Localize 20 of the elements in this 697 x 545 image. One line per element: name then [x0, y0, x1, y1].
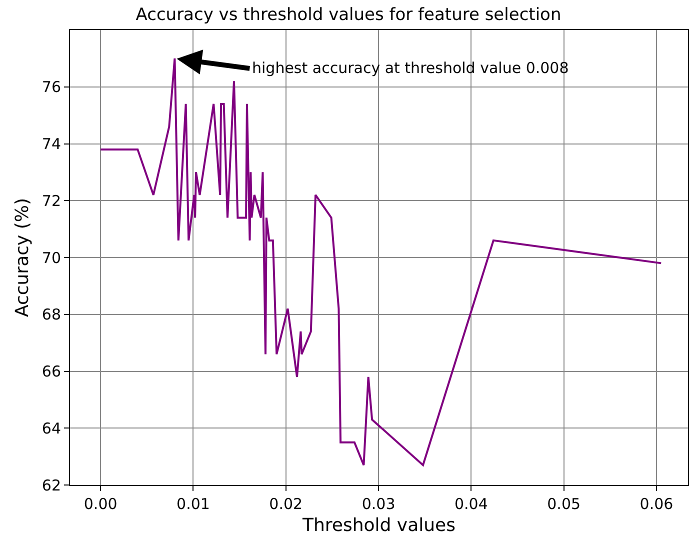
- x-tick-label: 0.04: [454, 495, 488, 513]
- y-tick-label: 68: [42, 306, 61, 324]
- line-series: [100, 57, 662, 466]
- x-axis-title: Threshold values: [302, 515, 456, 536]
- y-axis-title: Accuracy (%): [12, 198, 34, 318]
- x-tick-label: 0.03: [362, 495, 396, 513]
- annotation: highest accuracy at threshold value 0.008: [252, 59, 569, 77]
- x-tick-label: 0.05: [547, 495, 581, 513]
- y-tick-label: 64: [42, 419, 61, 438]
- x-tick-label: 0.01: [176, 495, 210, 513]
- chart-title: Accuracy vs threshold values for feature selection: [136, 5, 562, 26]
- y-tick-label: 62: [42, 476, 61, 494]
- x-tick-label: 0.02: [269, 495, 303, 513]
- y-tick-label: 66: [42, 362, 61, 380]
- x-tick-label: 0.06: [640, 495, 674, 513]
- y-tick-label: 74: [42, 135, 61, 153]
- y-tick-label: 76: [42, 78, 61, 96]
- y-tick-label: 72: [42, 192, 61, 210]
- y-tick-label: 70: [42, 248, 61, 267]
- x-tick-label: 0.00: [84, 495, 118, 513]
